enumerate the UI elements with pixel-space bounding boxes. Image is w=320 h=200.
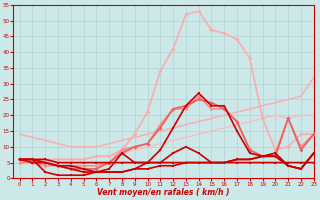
X-axis label: Vent moyen/en rafales ( km/h ): Vent moyen/en rafales ( km/h ) xyxy=(97,188,230,197)
